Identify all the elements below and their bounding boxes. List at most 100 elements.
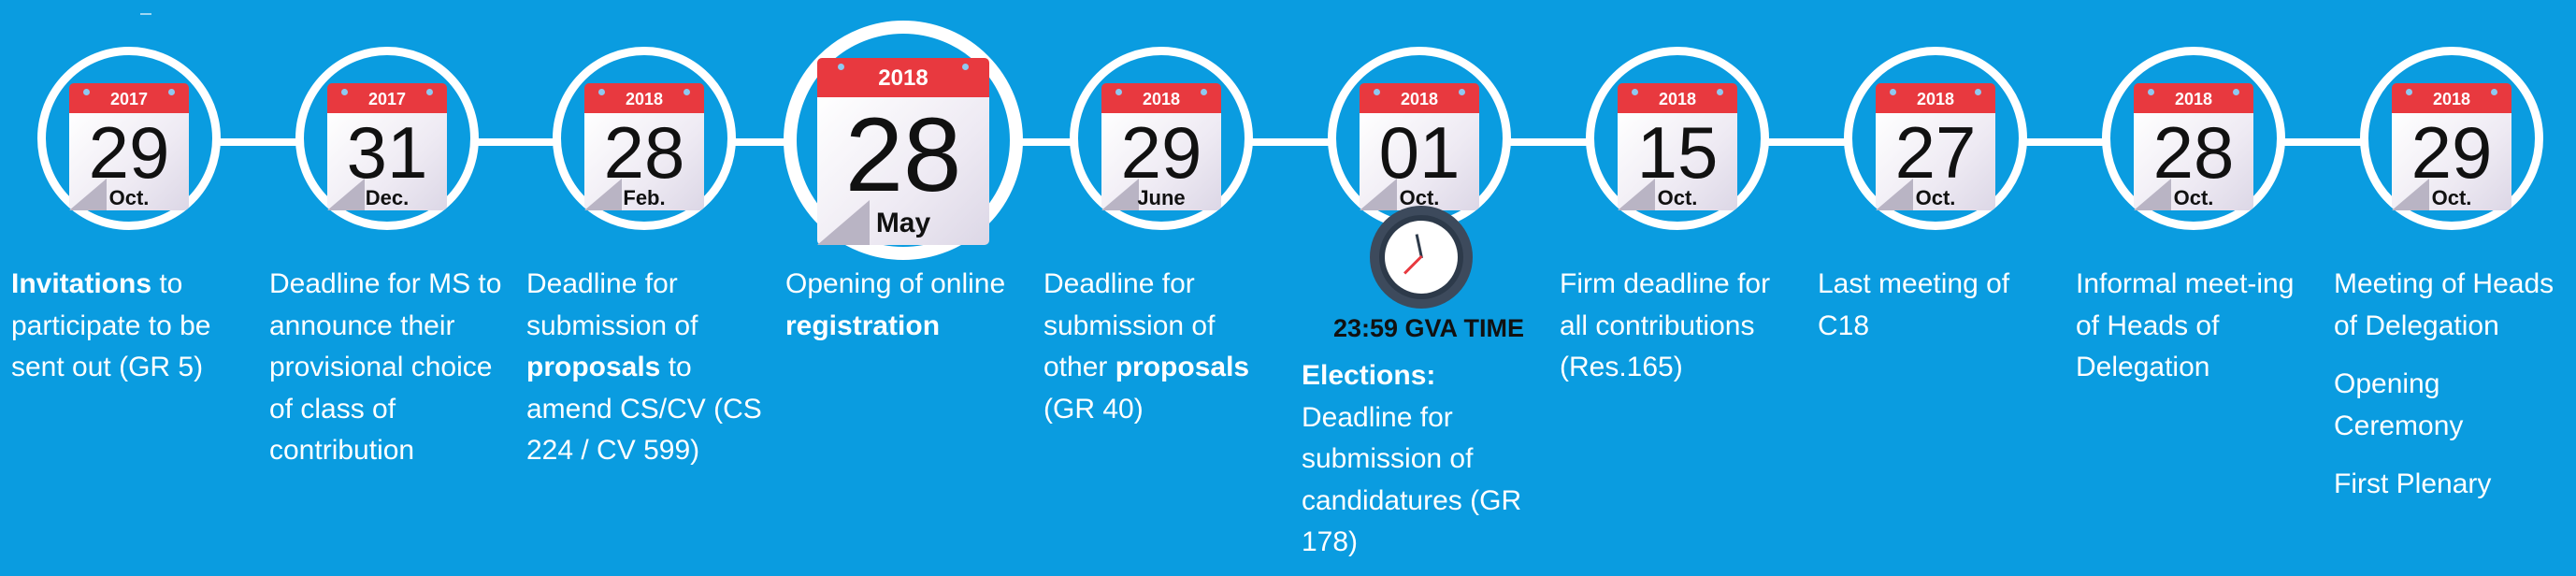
calendar-ring (1115, 89, 1123, 95)
description-text: to amend CS/CV (CS 224 / CV 599) (526, 352, 762, 466)
description-paragraph: Deadline for submission of proposals to … (526, 264, 770, 472)
calendar-page (2392, 113, 2511, 210)
calendar-page (327, 113, 447, 210)
calendar-page (2134, 113, 2253, 210)
date-circle: 2018 15 Oct. (1586, 47, 1769, 230)
calendar-page-curl (2134, 179, 2171, 210)
calendar-ring (2148, 89, 2155, 95)
event-description: Deadline for submission of proposals to … (526, 264, 770, 472)
calendar-page (1876, 113, 1995, 210)
date-circle: 2018 28 Feb. (553, 47, 736, 230)
calendar-day: 01 (1378, 111, 1461, 194)
timeline-event: 2017 31 Dec. Deadline for MS to announce th… (258, 0, 516, 576)
calendar-page-curl (1618, 179, 1655, 210)
timeline-event: 2018 01 Oct. Elections: Deadline for submis… (1290, 0, 1548, 576)
calendar-month: Oct. (1657, 186, 1698, 209)
clock-minute-hand (1403, 254, 1423, 275)
timeline-event: 2018 28 May Opening of online registration (774, 0, 1032, 576)
timeline-event: 2017 29 Oct. Invitations to participate to … (0, 0, 258, 576)
calendar-ring (1374, 89, 1381, 95)
calendar-page-curl (69, 179, 107, 210)
description-paragraph: Opening of online registration (785, 264, 1029, 347)
timeline-event: 2018 29 June Deadline for submission of oth… (1032, 0, 1290, 576)
calendar-year: 2018 (2392, 83, 2511, 113)
date-circle: 2018 27 Oct. (1844, 47, 2027, 230)
event-description: Invitations to participate to be sent ou… (11, 264, 254, 389)
calendar-month: Oct. (108, 186, 150, 209)
description-text: Deadline for MS to announce their provis… (269, 268, 502, 466)
calendar-page-curl (327, 179, 365, 210)
date-circle: 2018 28 May (784, 21, 1023, 260)
description-paragraph: Invitations to participate to be sent ou… (11, 264, 254, 389)
calendar-day: 29 (1120, 111, 1202, 194)
timeline-event: 2018 28 Oct. Informal meet-ing of Heads of … (2065, 0, 2323, 576)
description-emphasis: registration (785, 310, 941, 341)
calendar-page (1101, 113, 1221, 210)
date-circle: 2018 28 Oct. (2102, 47, 2285, 230)
description-text: to participate to be sent out (GR 5) (11, 268, 211, 382)
timeline-line (56, 138, 2487, 146)
top-mark (140, 13, 151, 15)
calendar-icon: 2017 29 Oct. (69, 83, 189, 210)
description-text: First Plenary (2334, 468, 2492, 499)
calendar-month: Oct. (2173, 186, 2214, 209)
calendar-day: 28 (603, 111, 685, 194)
date-circle: 2018 29 June (1070, 47, 1253, 230)
calendar-icon: 2018 15 Oct. (1618, 83, 1737, 210)
date-circle: 2017 29 Oct. (37, 47, 221, 230)
calendar-ring (2490, 89, 2497, 95)
calendar-page-curl (2392, 179, 2429, 210)
calendar-day: 27 (1894, 111, 1977, 194)
calendar-ring (1890, 89, 1897, 95)
calendar-icon: 2018 01 Oct. (1360, 83, 1479, 210)
timeline-event: 2018 29 Oct. Meeting of Heads of Delegation… (2323, 0, 2576, 576)
date-circle: 2018 29 Oct. (2360, 47, 2543, 230)
date-circle: 2017 31 Dec. (295, 47, 479, 230)
calendar-ring (83, 89, 91, 95)
calendar-icon: 2018 27 Oct. (1876, 83, 1995, 210)
description-text: Deadline for submission of candidatures … (1302, 401, 1522, 558)
calendar-year: 2018 (1876, 83, 1995, 113)
calendar-year: 2018 (1360, 83, 1479, 113)
calendar-year: 2017 (327, 83, 447, 113)
calendar-ring (683, 89, 690, 95)
description-paragraph: Informal meet-ing of Heads of Delegation (2076, 264, 2319, 389)
calendar-ring (1200, 89, 1207, 95)
calendar-ring (425, 89, 433, 95)
calendar-ring (167, 89, 175, 95)
event-description: Informal meet-ing of Heads of Delegation (2076, 264, 2319, 389)
description-paragraph: Meeting of Heads of Delegation (2334, 264, 2576, 347)
event-description: Elections: Deadline for submission of ca… (1302, 355, 1545, 564)
calendar-month: Oct. (1915, 186, 1956, 209)
description-paragraph: Deadline for MS to announce their provis… (269, 264, 512, 472)
description-paragraph: First Plenary (2334, 464, 2576, 506)
description-paragraph: Deadline for submission of other proposa… (1043, 264, 1287, 430)
description-paragraph: Elections: Deadline for submission of ca… (1302, 355, 1545, 564)
calendar-day: 28 (844, 96, 962, 213)
calendar-ring (341, 89, 349, 95)
timeline-event: 2018 28 Feb. Deadline for submission of pro… (515, 0, 773, 576)
calendar-page (584, 113, 704, 210)
calendar-ring (1632, 89, 1639, 95)
calendar-month: May (875, 208, 931, 238)
calendar-year: 2018 (1101, 83, 1221, 113)
event-description: Last meeting of C18 (1818, 264, 2061, 347)
calendar-page (1618, 113, 1737, 210)
calendar-page (69, 113, 189, 210)
calendar-year: 2017 (69, 83, 189, 113)
calendar-icon: 2018 29 Oct. (2392, 83, 2511, 210)
calendar-day: 15 (1636, 111, 1719, 194)
calendar-page-curl (1876, 179, 1913, 210)
calendar-year: 2018 (2134, 83, 2253, 113)
event-description: Opening of online registration (785, 264, 1029, 347)
calendar-month: Dec. (365, 186, 410, 209)
description-text: Opening Ceremony (2334, 368, 2464, 441)
description-text: Last meeting of C18 (1818, 268, 2010, 341)
timeline-event: 2018 15 Oct. Firm deadline for all contribu… (1548, 0, 1806, 576)
event-description: Deadline for MS to announce their provis… (269, 264, 512, 472)
description-text: (GR 40) (1043, 393, 1144, 425)
timeline-event: 2018 27 Oct. Last meeting of C18 (1806, 0, 2065, 576)
calendar-day: 29 (88, 111, 170, 194)
clock-icon (1370, 206, 1473, 309)
description-paragraph: Firm deadline for all contributions (Res… (1560, 264, 1803, 389)
